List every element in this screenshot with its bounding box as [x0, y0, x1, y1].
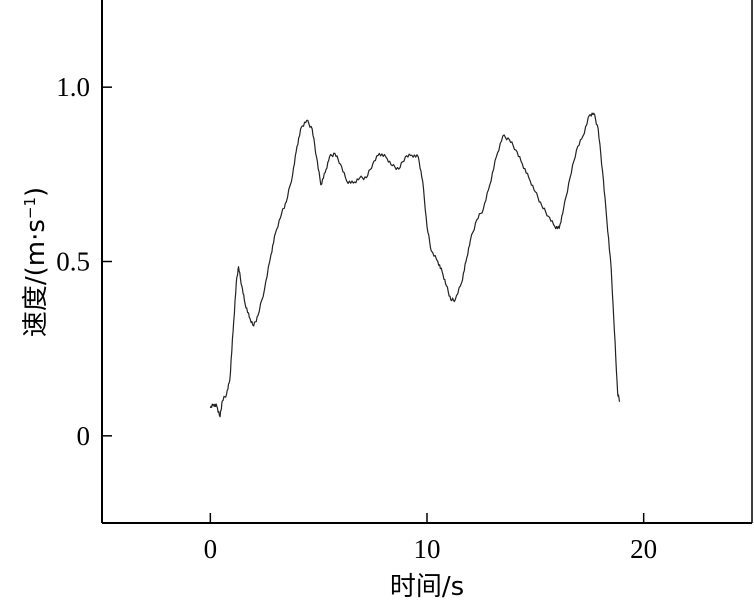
y-axis-title-exponent: −1: [21, 197, 39, 219]
y-tick-label: 0: [77, 421, 91, 451]
y-axis-title-close: ): [21, 187, 51, 197]
plot-axes: [101, 0, 753, 524]
x-tick-label: 10: [414, 534, 441, 564]
y-axis-title: 速度/(m·s−1): [21, 187, 51, 337]
velocity-series-line: [209, 112, 621, 418]
y-tick-label: 1.0: [56, 72, 90, 102]
y-tick-label: 0.5: [56, 247, 90, 277]
y-axis-title-main: 速度/(m·s: [21, 219, 51, 337]
x-tick-label: 20: [630, 534, 657, 564]
x-axis-title: 时间/s: [390, 572, 464, 602]
x-tick-label: 0: [204, 534, 218, 564]
axis-ticks: 0 10 20 0 0.5 1.0: [56, 72, 657, 564]
